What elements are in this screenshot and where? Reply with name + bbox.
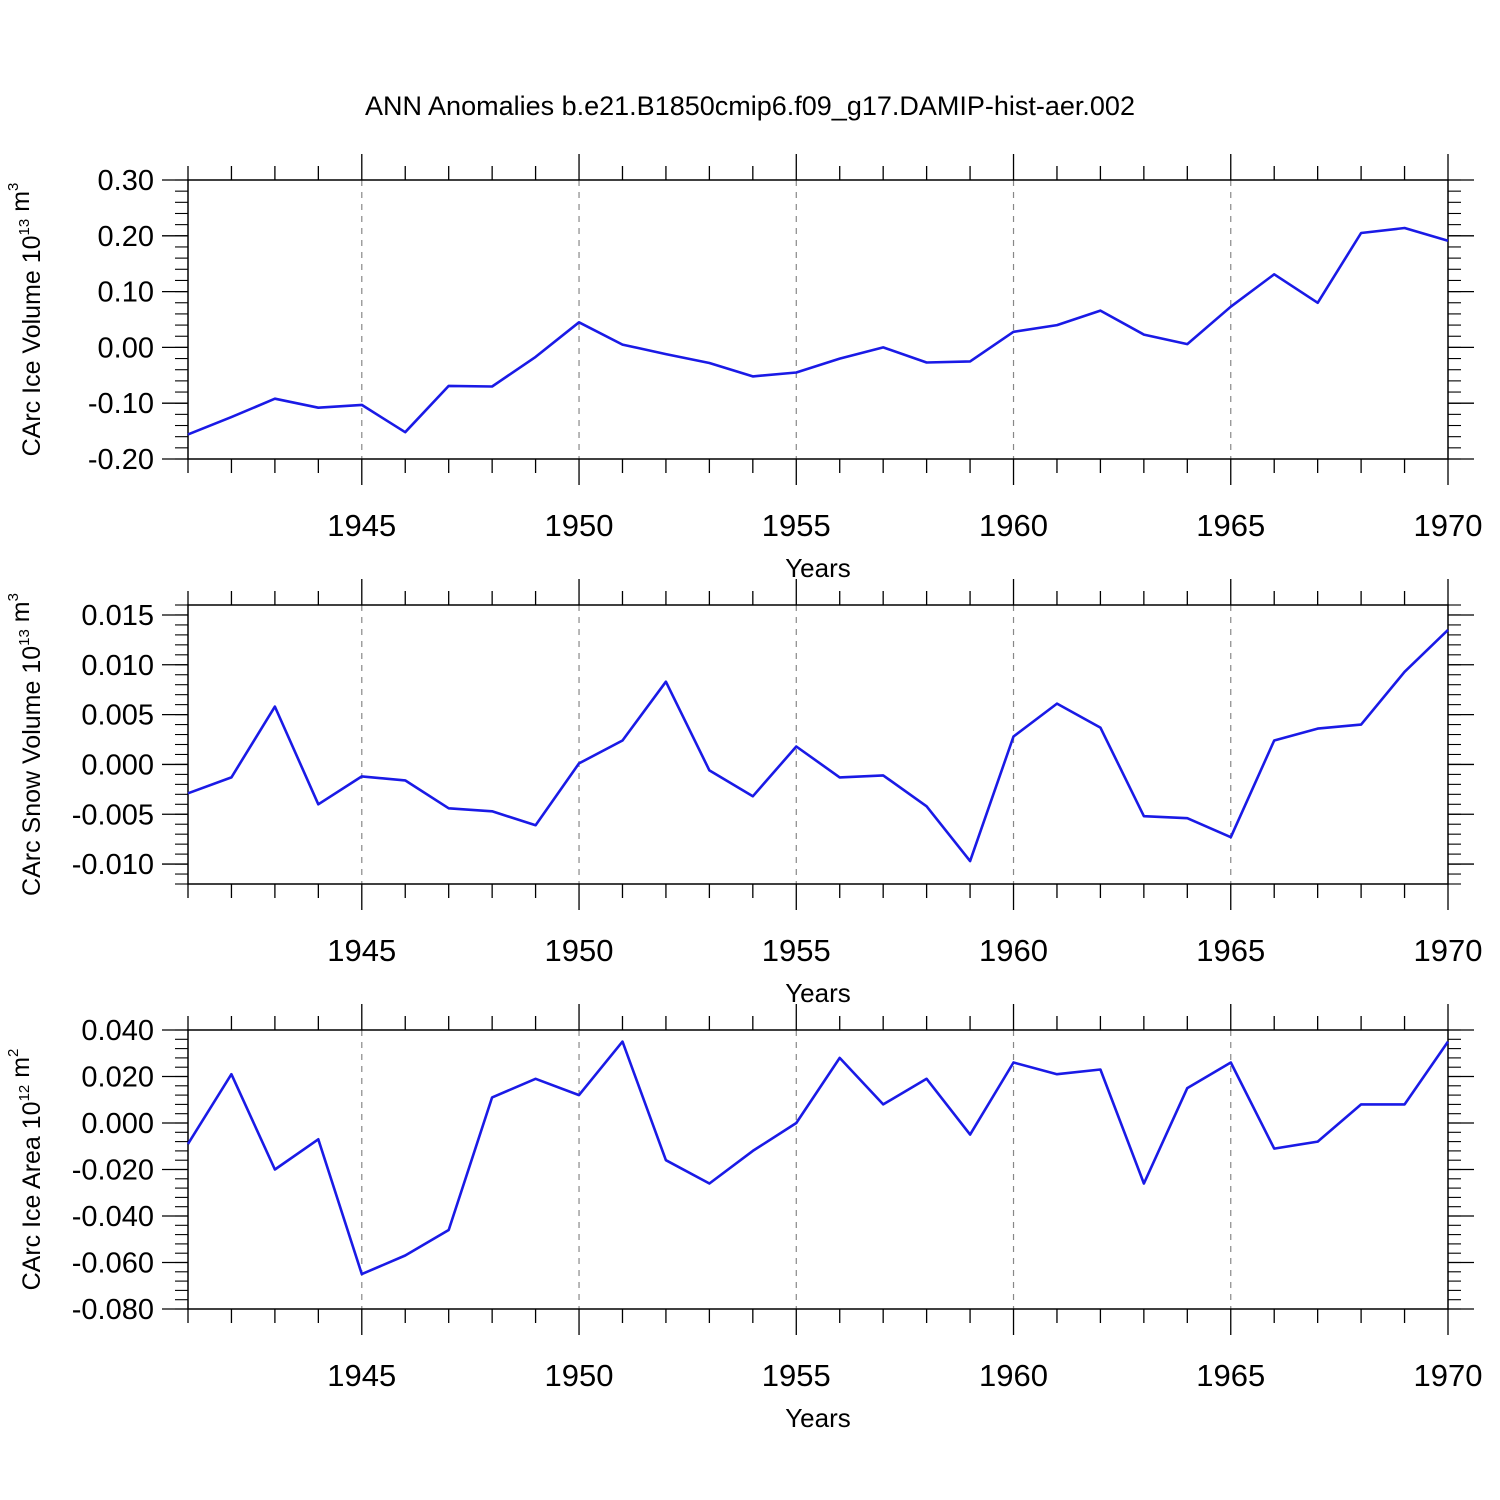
x-axis-label: Years [785,978,851,1008]
x-axis-label: Years [785,1403,851,1433]
panel-3: 0.040 0.020 0.000 -0.020 -0.040 -0.060 -0.080 1… [5,1004,1482,1433]
y-axis-label-superscript: 2 [5,1049,22,1057]
y-tick-label: -0.060 [72,1248,154,1280]
x-tick-label: 1970 [1414,933,1483,968]
x-tick-label: 1950 [545,508,614,543]
y-axis-label: CArc Ice Volume 1013 m3 [5,183,46,457]
x-tick-label: 1965 [1196,933,1265,968]
y-tick-label: 0.000 [81,749,154,781]
y-tick-label: -0.20 [88,444,154,476]
y-axis-label-text: CArc Ice Area 10 [18,1101,46,1290]
x-tick-label: 1945 [327,508,396,543]
x-tick-label: 1945 [327,1358,396,1393]
y-tick-label: -0.020 [72,1155,154,1187]
series-line [186,1040,1450,1276]
y-tick-label: 0.10 [98,277,154,309]
x-tick-label: 1950 [545,1358,614,1393]
y-tick-label: 0.010 [81,650,154,682]
y-axis-label-text: m [7,191,35,219]
y-tick-label: -0.080 [72,1294,154,1326]
y-axis-label-superscript: 13 [16,219,33,236]
y-axis-label-superscript: 12 [16,1085,33,1102]
x-tick-label: 1965 [1196,1358,1265,1393]
y-tick-label: 0.015 [81,600,154,632]
y-tick-label: 0.020 [81,1062,154,1094]
y-axis-label-text: CArc Snow Volume 10 [18,646,46,896]
y-tick-label: 0.30 [98,165,154,197]
y-tick-label: 0.20 [98,221,154,253]
x-tick-label: 1960 [979,933,1048,968]
y-tick-label: -0.005 [72,799,154,831]
panel-2: 0.015 0.010 0.005 0.000 -0.005 -0.010 1945 1950… [5,579,1482,1008]
series-line [187,628,1449,863]
y-tick-label: 0.005 [81,700,154,732]
x-tick-label: 1960 [979,508,1048,543]
y-axis-label: CArc Ice Area 1012 m2 [5,1049,46,1291]
plot-frame [187,604,1449,885]
chart-title: ANN Anomalies b.e21.B1850cmip6.f09_g17.D… [365,91,1135,121]
y-axis-label-text: CArc Ice Volume 10 [18,235,46,456]
y-tick-label: 0.040 [81,1015,154,1047]
x-tick-label: 1965 [1196,508,1265,543]
y-tick-label: -0.10 [88,388,154,420]
y-axis-label-text: m [7,1057,35,1085]
y-tick-label: 0.00 [98,332,154,364]
y-axis-label-superscript: 3 [5,593,22,601]
x-tick-label: 1970 [1414,508,1483,543]
y-tick-label: -0.040 [72,1201,154,1233]
y-axis-label-superscript: 3 [5,183,22,191]
y-tick-label: -0.010 [72,849,154,881]
y-axis-label: CArc Snow Volume 1013 m3 [5,593,46,896]
series-line [187,226,1449,436]
panel-1: 0.30 0.20 0.10 0.00 -0.10 -0.20 1945 1950 1955 19… [5,154,1482,583]
x-tick-label: 1960 [979,1358,1048,1393]
x-tick-label: 1955 [762,1358,831,1393]
x-tick-label: 1970 [1414,1358,1483,1393]
x-tick-label: 1955 [762,933,831,968]
x-axis-label: Years [785,553,851,583]
y-axis-label-text: m [7,601,35,629]
y-axis-label-superscript: 13 [16,629,33,646]
x-tick-label: 1945 [327,933,396,968]
plot-frame [187,179,1449,460]
y-tick-label: 0.000 [81,1108,154,1140]
x-tick-label: 1955 [762,508,831,543]
x-tick-label: 1950 [545,933,614,968]
